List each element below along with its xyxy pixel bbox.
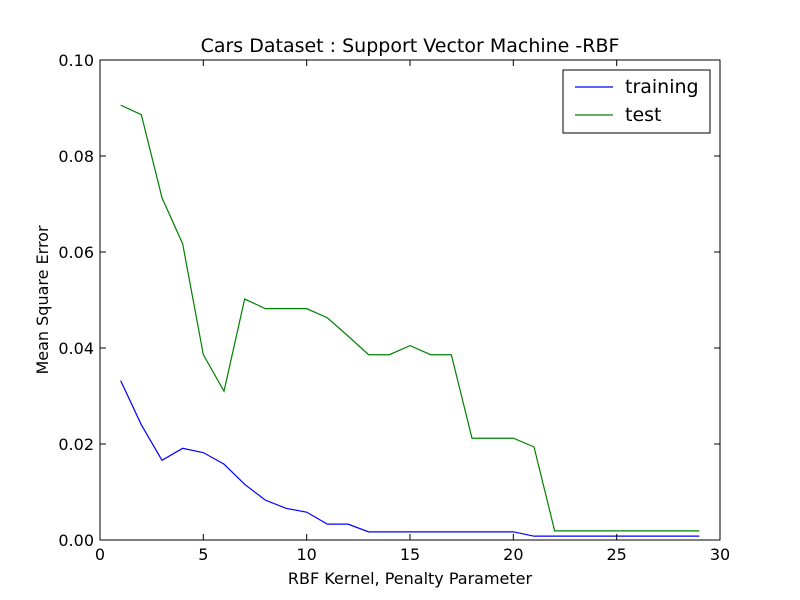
y-tick-label: 0.02 (58, 435, 94, 454)
y-tick-label: 0.00 (58, 531, 94, 550)
x-tick-label: 20 (503, 545, 523, 564)
x-tick-label: 15 (400, 545, 420, 564)
plot-area: 0 5 10 15 20 25 30 0.00 0.02 0.04 0.06 0.08 0.10 trai… (58, 51, 730, 564)
x-tick-label: 5 (198, 545, 208, 564)
axes-frame (99, 59, 721, 541)
chart-title: Cars Dataset : Support Vector Machine -R… (201, 35, 620, 57)
x-tick-label: 10 (296, 545, 316, 564)
y-tick-label: 0.06 (58, 243, 94, 262)
legend-label-test: test (625, 104, 662, 126)
y-tick-label: 0.04 (58, 339, 94, 358)
legend-label-training: training (625, 76, 699, 98)
y-tick-label: 0.10 (58, 51, 94, 70)
x-tick-label: 25 (606, 545, 626, 564)
x-tick-label: 0 (95, 545, 105, 564)
legend-box (562, 69, 711, 134)
series-line-training (120, 380, 700, 537)
y-axis-label: Mean Square Error (33, 225, 52, 375)
series-line-test (120, 104, 700, 532)
x-axis-label: RBF Kernel, Penalty Parameter (288, 569, 533, 588)
y-tick-label: 0.08 (58, 147, 94, 166)
x-tick-label: 30 (710, 545, 730, 564)
